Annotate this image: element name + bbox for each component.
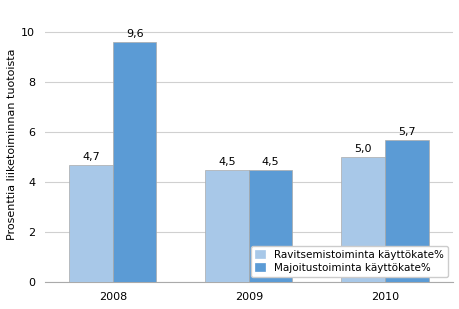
Bar (205, 170, 248, 282)
Text: 9,6: 9,6 (126, 29, 143, 39)
Text: 4,5: 4,5 (218, 157, 235, 167)
Text: 4,5: 4,5 (261, 157, 279, 167)
Text: 5,0: 5,0 (354, 144, 371, 154)
Bar (248, 170, 292, 282)
Text: 5,7: 5,7 (397, 127, 414, 137)
Bar (341, 157, 384, 282)
Bar (69, 165, 112, 282)
Bar (384, 140, 428, 282)
Bar (112, 42, 156, 282)
Y-axis label: Prosenttia liiketoiminnan tuotoista: Prosenttia liiketoiminnan tuotoista (7, 49, 17, 240)
Text: 4,7: 4,7 (82, 152, 100, 162)
Legend: Ravitsemistoiminta käyttökate%, Majoitustoiminta käyttökate%: Ravitsemistoiminta käyttökate%, Majoitus… (250, 246, 447, 277)
